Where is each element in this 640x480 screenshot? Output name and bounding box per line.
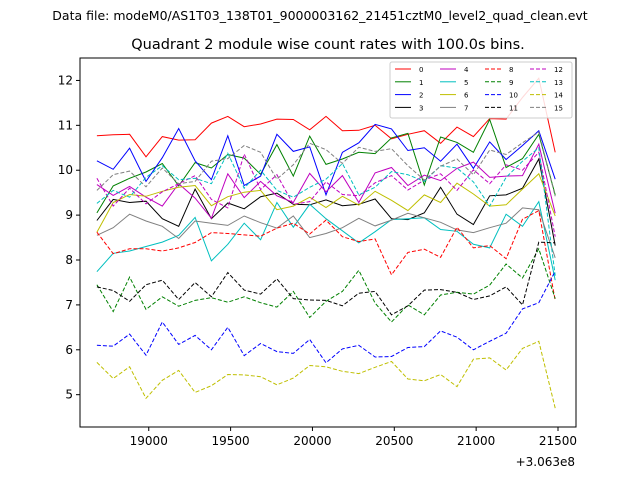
y-tick-label: 11 bbox=[58, 118, 73, 132]
series-line-12 bbox=[96, 151, 556, 237]
series-line-5 bbox=[96, 200, 556, 281]
series-line-6 bbox=[96, 172, 556, 233]
series-line-7 bbox=[96, 207, 556, 258]
plot-frame bbox=[79, 57, 577, 428]
y-axis: 5 6 7 8 9 10 11 12 bbox=[58, 73, 80, 402]
legend-label-9: 9 bbox=[509, 79, 513, 87]
x-tick-label: 21500 bbox=[539, 434, 577, 448]
series-line-3 bbox=[96, 157, 556, 246]
legend-label-8: 8 bbox=[509, 66, 513, 74]
x-tick-label: 20000 bbox=[293, 434, 331, 448]
figure-suptitle: Data file: modeM0/AS1T03_138T01_90000031… bbox=[52, 8, 587, 23]
series-line-2 bbox=[96, 123, 556, 197]
legend-label-13: 13 bbox=[554, 79, 563, 87]
x-axis: 19000 19500 20000 20500 21000 21500 bbox=[130, 427, 577, 448]
y-tick-label: 6 bbox=[65, 343, 73, 357]
legend-label-0: 0 bbox=[419, 66, 423, 74]
y-tick-label: 8 bbox=[65, 253, 73, 267]
legend-label-2: 2 bbox=[419, 92, 423, 100]
series-line-11 bbox=[96, 241, 556, 316]
legend-label-4: 4 bbox=[464, 66, 469, 74]
legend-label-5: 5 bbox=[464, 79, 468, 87]
x-tick-label: 20500 bbox=[375, 434, 413, 448]
y-tick-label: 12 bbox=[58, 73, 73, 87]
legend-box bbox=[389, 61, 573, 119]
legend-label-6: 6 bbox=[464, 92, 469, 100]
chart-title: Quadrant 2 module wise count rates with … bbox=[131, 37, 525, 53]
x-tick-label: 19500 bbox=[212, 434, 250, 448]
legend-label-7: 7 bbox=[464, 104, 468, 112]
x-offset-label: +3.063e8 bbox=[516, 455, 575, 469]
series-line-9 bbox=[96, 247, 556, 323]
series-line-10 bbox=[96, 270, 556, 364]
series-line-14 bbox=[96, 340, 556, 409]
y-tick-label: 9 bbox=[65, 208, 73, 222]
x-tick-label: 19000 bbox=[130, 434, 168, 448]
legend-label-15: 15 bbox=[554, 104, 563, 112]
series-line-8 bbox=[96, 209, 556, 301]
legend-label-11: 11 bbox=[509, 104, 518, 112]
y-tick-label: 10 bbox=[58, 163, 73, 177]
series-layer bbox=[96, 77, 556, 409]
legend-label-14: 14 bbox=[554, 92, 563, 100]
legend-label-10: 10 bbox=[509, 92, 518, 100]
series-line-15 bbox=[96, 131, 556, 197]
y-tick-label: 7 bbox=[65, 298, 73, 312]
legend-label-12: 12 bbox=[554, 66, 563, 74]
legend-label-1: 1 bbox=[419, 79, 423, 87]
x-tick-label: 21000 bbox=[457, 434, 495, 448]
y-tick-label: 5 bbox=[65, 388, 73, 402]
legend-label-3: 3 bbox=[419, 104, 423, 112]
series-line-13 bbox=[96, 146, 556, 276]
